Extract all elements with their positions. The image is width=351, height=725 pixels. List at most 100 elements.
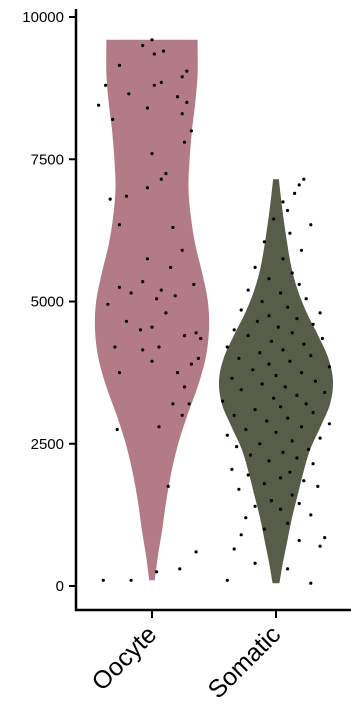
data-point-oocyte bbox=[196, 356, 200, 360]
data-point-somatic bbox=[295, 317, 299, 321]
data-point-somatic bbox=[311, 322, 315, 326]
data-point-somatic bbox=[318, 311, 322, 315]
data-point-somatic bbox=[327, 422, 331, 426]
data-point-oocyte bbox=[180, 75, 184, 79]
data-point-oocyte bbox=[111, 117, 115, 121]
x-tick-label: Oocyte bbox=[86, 620, 162, 696]
data-point-oocyte bbox=[138, 328, 142, 332]
data-point-oocyte bbox=[115, 427, 119, 432]
data-point-somatic bbox=[276, 325, 280, 329]
data-point-oocyte bbox=[182, 385, 187, 389]
data-point-somatic bbox=[281, 257, 285, 261]
data-point-somatic bbox=[237, 487, 241, 491]
data-point-somatic bbox=[295, 393, 299, 397]
data-point-somatic bbox=[299, 425, 304, 429]
data-point-oocyte bbox=[189, 362, 193, 366]
data-point-oocyte bbox=[124, 194, 129, 198]
data-point-somatic bbox=[239, 388, 243, 392]
y-axis: 0 2500 5000 7500 10000 bbox=[22, 9, 78, 611]
data-point-oocyte bbox=[124, 319, 129, 323]
data-point-oocyte bbox=[117, 285, 122, 289]
data-point-somatic bbox=[272, 217, 276, 221]
data-point-oocyte bbox=[182, 334, 187, 338]
y-tick-label: 0 bbox=[56, 578, 64, 595]
data-point-somatic bbox=[232, 413, 236, 417]
data-point-somatic bbox=[302, 479, 306, 483]
data-point-somatic bbox=[253, 504, 257, 508]
data-point-oocyte bbox=[141, 43, 145, 48]
data-point-oocyte bbox=[97, 103, 101, 107]
data-point-oocyte bbox=[101, 578, 105, 582]
data-point-oocyte bbox=[180, 112, 184, 116]
data-point-oocyte bbox=[117, 371, 122, 375]
data-point-somatic bbox=[323, 390, 327, 395]
data-point-somatic bbox=[272, 396, 276, 400]
y-tick-label: 2500 bbox=[31, 436, 64, 453]
data-point-somatic bbox=[302, 177, 306, 181]
data-point-somatic bbox=[316, 484, 320, 488]
data-point-somatic bbox=[253, 561, 257, 565]
violin-oocyte bbox=[94, 39, 210, 581]
data-point-somatic bbox=[258, 351, 262, 355]
data-point-somatic bbox=[309, 581, 313, 585]
data-point-oocyte bbox=[187, 402, 191, 406]
data-point-somatic bbox=[279, 291, 283, 295]
data-point-somatic bbox=[225, 345, 229, 349]
data-points bbox=[97, 38, 331, 585]
data-point-somatic bbox=[221, 399, 225, 403]
data-point-oocyte bbox=[150, 325, 154, 329]
data-point-somatic bbox=[251, 368, 255, 372]
data-point-oocyte bbox=[113, 345, 117, 349]
data-point-somatic bbox=[286, 521, 290, 526]
data-point-oocyte bbox=[155, 570, 159, 574]
data-point-oocyte bbox=[194, 331, 198, 335]
data-point-somatic bbox=[286, 305, 290, 309]
data-point-oocyte bbox=[155, 297, 159, 301]
data-point-somatic bbox=[265, 419, 269, 423]
data-point-somatic bbox=[230, 467, 234, 471]
data-point-oocyte bbox=[175, 95, 180, 99]
data-point-somatic bbox=[309, 354, 313, 358]
x-ticks: Oocyte Somatic bbox=[86, 610, 286, 704]
data-point-oocyte bbox=[145, 106, 149, 110]
data-point-oocyte bbox=[145, 257, 149, 261]
data-point-oocyte bbox=[189, 129, 193, 133]
data-point-somatic bbox=[225, 433, 229, 437]
y-tick-label: 7500 bbox=[31, 151, 64, 168]
data-point-somatic bbox=[318, 436, 322, 440]
data-point-somatic bbox=[318, 544, 322, 548]
data-point-oocyte bbox=[145, 186, 149, 190]
data-point-somatic bbox=[297, 501, 301, 506]
data-point-somatic bbox=[279, 507, 283, 511]
data-point-somatic bbox=[248, 453, 253, 457]
data-point-somatic bbox=[260, 382, 264, 386]
data-point-somatic bbox=[239, 533, 243, 537]
data-point-somatic bbox=[253, 265, 257, 269]
data-point-oocyte bbox=[129, 578, 133, 582]
data-point-somatic bbox=[279, 476, 283, 480]
data-point-somatic bbox=[311, 462, 315, 466]
data-point-somatic bbox=[297, 282, 301, 286]
data-point-somatic bbox=[267, 277, 271, 281]
data-point-somatic bbox=[262, 482, 266, 486]
data-point-oocyte bbox=[152, 52, 156, 56]
data-point-oocyte bbox=[171, 402, 175, 406]
data-point-somatic bbox=[255, 319, 259, 323]
data-point-somatic bbox=[286, 567, 290, 571]
data-point-oocyte bbox=[166, 484, 170, 488]
data-point-somatic bbox=[283, 385, 287, 389]
data-point-somatic bbox=[237, 356, 241, 360]
data-point-oocyte bbox=[180, 413, 184, 417]
data-point-somatic bbox=[290, 493, 294, 497]
data-point-somatic bbox=[297, 183, 301, 187]
data-point-oocyte bbox=[141, 348, 145, 352]
data-point-oocyte bbox=[164, 311, 168, 315]
data-point-somatic bbox=[290, 439, 294, 443]
data-point-somatic bbox=[235, 445, 239, 449]
y-tick-label: 10000 bbox=[22, 9, 64, 26]
data-point-somatic bbox=[267, 314, 271, 318]
data-point-somatic bbox=[269, 499, 273, 503]
data-point-oocyte bbox=[162, 49, 166, 53]
data-point-somatic bbox=[225, 578, 229, 582]
